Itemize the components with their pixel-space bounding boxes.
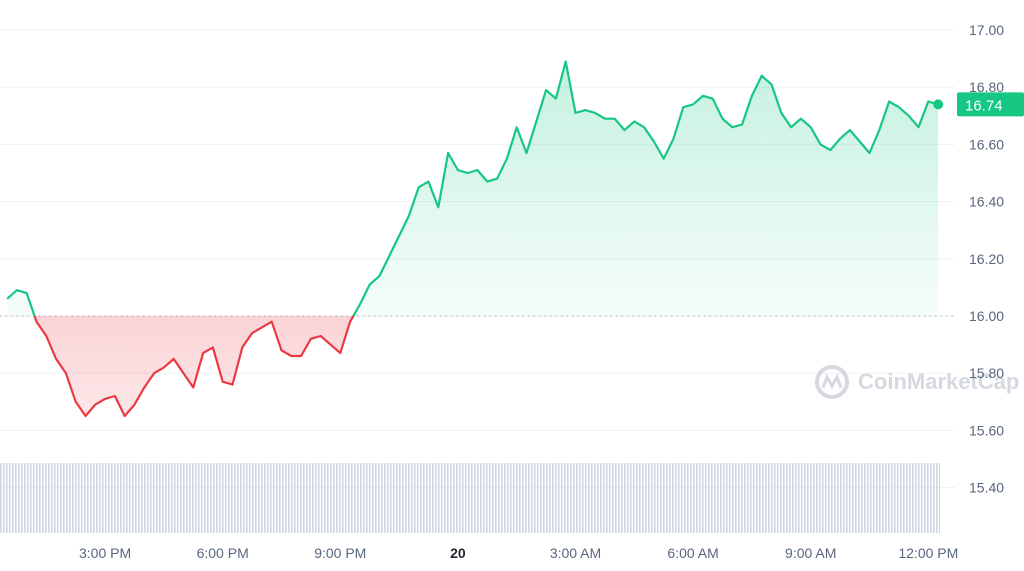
- x-tick-label: 20: [450, 545, 466, 561]
- x-tick-label: 6:00 AM: [667, 545, 718, 561]
- y-tick-label: 16.20: [969, 251, 1004, 267]
- volume-bars: [0, 463, 940, 533]
- y-tick-label: 15.40: [969, 480, 1004, 496]
- x-tick-label: 9:00 AM: [785, 545, 836, 561]
- watermark-text: CoinMarketCap: [858, 369, 1019, 394]
- axes: 15.40 15.60 15.80 16.00 16.20 16.40 16.60 16.80…: [79, 22, 1024, 561]
- y-tick-label: 16.00: [969, 308, 1004, 324]
- price-tag: [957, 92, 1024, 117]
- y-tick-label: 16.80: [969, 79, 1004, 95]
- price-tag-label: 16.74: [965, 97, 1003, 114]
- y-tick-label: 17.00: [969, 22, 1004, 38]
- x-tick-label: 12:00 PM: [898, 545, 958, 561]
- y-tick-label: 15.60: [969, 422, 1004, 438]
- price-line: [6, 60, 939, 418]
- watermark: CoinMarketCap: [815, 365, 1019, 399]
- x-tick-label: 3:00 AM: [550, 545, 601, 561]
- x-tick-label: 3:00 PM: [79, 545, 131, 561]
- y-tick-label: 15.80: [969, 365, 1004, 381]
- y-tick-label: 16.60: [969, 136, 1004, 152]
- last-point: [933, 99, 944, 110]
- x-tick-label: 9:00 PM: [314, 545, 366, 561]
- y-tick-label: 16.40: [969, 194, 1004, 210]
- plot: [0, 60, 955, 418]
- price-area: [7, 61, 939, 416]
- x-tick-label: 6:00 PM: [197, 545, 249, 561]
